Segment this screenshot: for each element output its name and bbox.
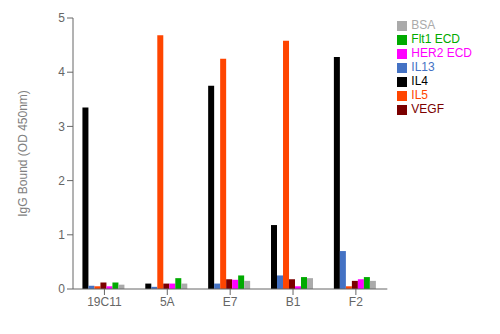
svg-text:1: 1: [58, 228, 65, 242]
html-text:IL5: IL5: [411, 88, 428, 102]
html-text:VEGF: VEGF: [411, 102, 444, 116]
svg-text:4: 4: [58, 65, 65, 79]
svg-text:F2: F2: [349, 295, 363, 309]
html-text:IL4: IL4: [411, 74, 428, 88]
svg-text:E7: E7: [223, 295, 238, 309]
svg-text:3: 3: [58, 120, 65, 134]
svg-text:B1: B1: [286, 295, 301, 309]
svg-text:IgG Bound (OD 450nm): IgG Bound (OD 450nm): [16, 90, 30, 217]
svg-text:2: 2: [58, 174, 65, 188]
svg-text:19C11: 19C11: [87, 295, 122, 309]
html-text:Flt1 ECD: Flt1 ECD: [411, 32, 460, 46]
html-text:IL13: IL13: [411, 60, 435, 74]
html-text:BSA: BSA: [411, 18, 436, 32]
html-text:HER2 ECD: HER2 ECD: [411, 46, 472, 60]
svg-text:5A: 5A: [160, 295, 175, 309]
svg-text:5: 5: [58, 11, 65, 25]
svg-text:0: 0: [58, 282, 65, 296]
